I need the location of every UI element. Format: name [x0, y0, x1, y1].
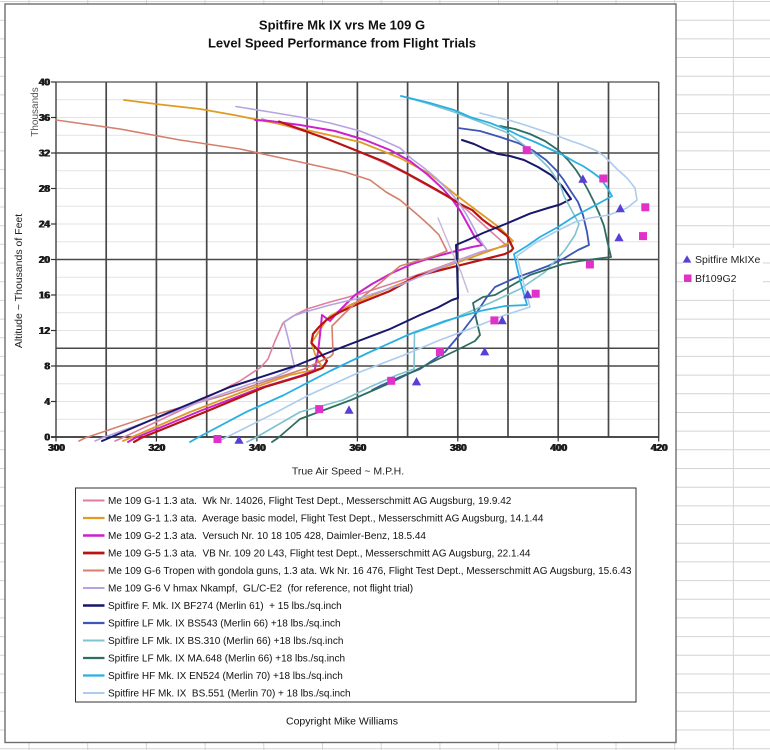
svg-text:Me 109 G-5 1.3 ata. VB Nr. 10: Me 109 G-5 1.3 ata. VB Nr. 109 20 L43, F… — [108, 548, 531, 559]
svg-text:40: 40 — [38, 78, 50, 89]
svg-text:Thousands: Thousands — [30, 87, 41, 136]
svg-text:380: 380 — [451, 443, 468, 454]
svg-text:36: 36 — [39, 113, 51, 124]
svg-text:Spitfire HF Mk. IX EN524 (Merl: Spitfire HF Mk. IX EN524 (Merlin 70) +18… — [108, 671, 343, 682]
svg-text:Altitude ~ Thousands of Feet: Altitude ~ Thousands of Feet — [13, 214, 25, 348]
svg-text:320: 320 — [149, 443, 166, 454]
svg-text:16: 16 — [39, 291, 51, 302]
svg-text:0: 0 — [44, 433, 50, 444]
svg-text:28: 28 — [38, 184, 50, 195]
svg-text:8: 8 — [44, 362, 50, 373]
svg-text:24: 24 — [39, 220, 51, 231]
svg-text:8: 8 — [45, 362, 51, 373]
svg-text:Level Speed Performance from F: Level Speed Performance from Flight Tria… — [208, 36, 476, 51]
svg-text:Me 109 G-2 1.3 ata. Versuch N: Me 109 G-2 1.3 ata. Versuch Nr. 10 18 10… — [108, 531, 426, 542]
svg-text:12: 12 — [38, 326, 50, 337]
svg-text:420: 420 — [650, 443, 667, 454]
svg-text:4: 4 — [45, 397, 51, 408]
svg-text:Spitfire Mk IX vrs Me 109 G: Spitfire Mk IX vrs Me 109 G — [259, 18, 425, 33]
svg-text:380: 380 — [449, 443, 466, 454]
svg-text:28: 28 — [39, 184, 51, 195]
svg-text:Me 109 G-1 1.3 ata. Wk Nr. 14: Me 109 G-1 1.3 ata. Wk Nr. 14026, Flight… — [108, 496, 512, 507]
svg-text:400: 400 — [550, 443, 567, 454]
svg-text:Spitfire LF Mk. IX BS543 (Merl: Spitfire LF Mk. IX BS543 (Merlin 66) +18… — [108, 618, 341, 629]
svg-text:0: 0 — [45, 433, 51, 444]
svg-text:360: 360 — [350, 443, 367, 454]
svg-text:32: 32 — [38, 149, 50, 160]
svg-text:400: 400 — [551, 443, 568, 454]
svg-text:320: 320 — [148, 443, 165, 454]
svg-text:Spitfire MkIXe: Spitfire MkIXe — [695, 254, 761, 266]
svg-text:24: 24 — [38, 220, 50, 231]
svg-text:4: 4 — [44, 397, 50, 408]
svg-text:36: 36 — [38, 113, 50, 124]
svg-text:20: 20 — [38, 255, 50, 266]
svg-text:12: 12 — [39, 326, 51, 337]
svg-text:300: 300 — [48, 443, 65, 454]
svg-text:20: 20 — [39, 255, 51, 266]
svg-text:Me 109 G-6 V hmax Nkampf, GL/: Me 109 G-6 V hmax Nkampf, GL/C-E2 (for r… — [108, 583, 413, 594]
svg-text:Me 109 G-6 Tropen with gondola: Me 109 G-6 Tropen with gondola guns, 1.3… — [108, 566, 632, 577]
svg-text:Spitfire LF Mk. IX BS.310 (Mer: Spitfire LF Mk. IX BS.310 (Merlin 66) +1… — [108, 636, 343, 647]
svg-text:Me 109 G-1 1.3 ata. Average b: Me 109 G-1 1.3 ata. Average basic model,… — [108, 513, 544, 524]
svg-text:Spitfire LF Mk. IX MA.648 (Mer: Spitfire LF Mk. IX MA.648 (Merlin 66) +1… — [108, 653, 345, 664]
svg-text:32: 32 — [39, 149, 51, 160]
svg-text:True Air Speed ~ M.P.H.: True Air Speed ~ M.P.H. — [292, 466, 404, 478]
svg-text:420: 420 — [651, 443, 668, 454]
svg-text:Spitfire F. Mk. IX BF274 (Merl: Spitfire F. Mk. IX BF274 (Merlin 61) + 1… — [108, 601, 342, 612]
svg-text:Bf109G2: Bf109G2 — [695, 273, 737, 285]
svg-text:300: 300 — [49, 443, 66, 454]
svg-text:16: 16 — [38, 291, 50, 302]
svg-text:Spitfire HF Mk. IX BS.551 (Me: Spitfire HF Mk. IX BS.551 (Merlin 70) + … — [108, 688, 351, 699]
svg-text:340: 340 — [249, 443, 266, 454]
svg-text:360: 360 — [349, 443, 366, 454]
svg-text:Copyright Mike Williams: Copyright Mike Williams — [286, 716, 398, 728]
svg-text:40: 40 — [39, 78, 51, 89]
svg-text:340: 340 — [250, 443, 267, 454]
